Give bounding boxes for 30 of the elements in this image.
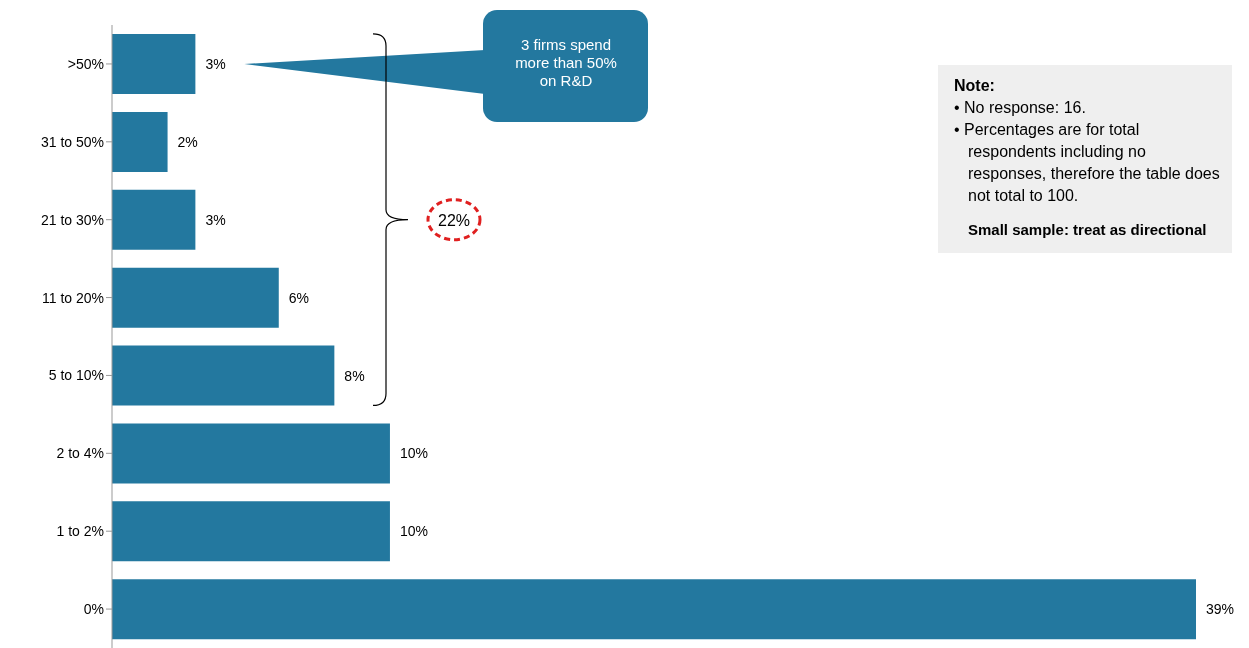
y-tick-label: 2 to 4%: [56, 445, 104, 462]
data-label: 6%: [288, 289, 309, 306]
bar: [112, 579, 1196, 640]
y-tick-label: 31 to 50%: [40, 133, 104, 150]
y-tick-label: 1 to 2%: [56, 523, 104, 540]
data-label: 39%: [1206, 601, 1235, 618]
y-tick-label: 0%: [83, 601, 104, 618]
y-tick-label: 11 to 20%: [41, 289, 104, 306]
bar: [112, 189, 196, 250]
annotation: Note:: [954, 76, 996, 96]
data-label: 2%: [177, 133, 198, 150]
bar: [112, 345, 335, 406]
bar: [112, 111, 168, 172]
bar: [112, 267, 279, 328]
bar: [112, 501, 390, 562]
y-tick-label: 21 to 30%: [40, 211, 104, 228]
annotation: • Percentages are for total respondents including no responses, therefore the table does not total to 100.: [954, 120, 1221, 206]
data-label: 10%: [399, 523, 428, 540]
data-label: 3%: [205, 211, 226, 228]
annotation: Small sample: treat as directional: [967, 220, 1208, 240]
bar: [112, 423, 390, 484]
annotation: 22%: [437, 211, 471, 229]
y-tick-label: >50%: [67, 55, 104, 72]
data-label: 10%: [399, 445, 428, 462]
bar: [112, 34, 196, 94]
data-label: 3%: [205, 56, 226, 72]
annotation: 3 firms spend more than 50% on R&D: [514, 36, 618, 90]
y-tick-label: 5 to 10%: [48, 367, 104, 384]
data-label: 8%: [344, 367, 365, 384]
annotation: • No response: 16.: [954, 98, 1087, 118]
